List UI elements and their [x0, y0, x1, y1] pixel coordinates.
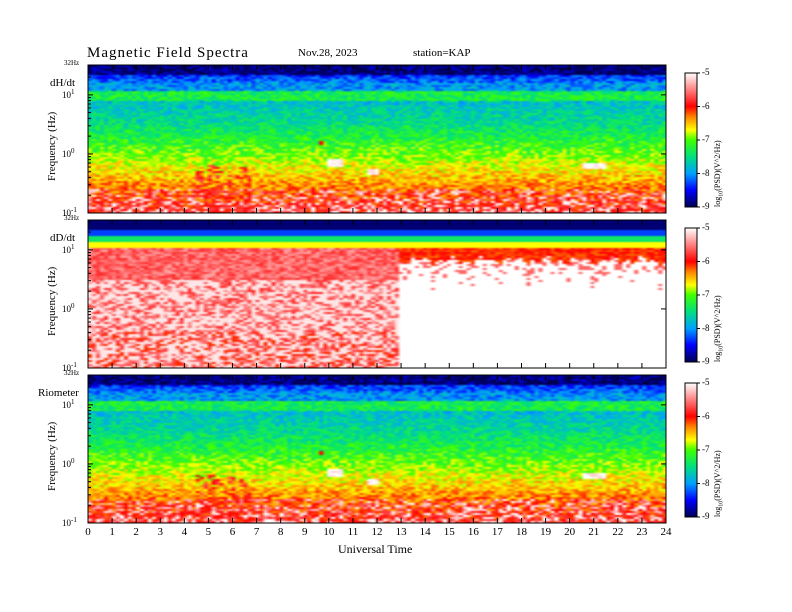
panel-name-label: dD/dt	[50, 232, 76, 244]
colorbar-title: log10(PSD)(V^2/Hz)	[713, 140, 725, 207]
x-tick-label: 23	[636, 526, 648, 538]
colorbar-tick-label: -5	[702, 377, 710, 387]
colorbar	[684, 227, 698, 363]
colorbar-tick-label: -8	[702, 477, 710, 488]
y-tick-label: 101	[62, 242, 75, 255]
plot-title: Magnetic Field Spectra	[87, 45, 249, 61]
x-tick-label: 14	[419, 526, 431, 538]
spectrogram-image-3	[88, 375, 666, 523]
top-frequency-label: 32Hz	[64, 59, 80, 67]
y-tick-label: 10-1	[62, 516, 77, 528]
x-tick-label: 3	[157, 526, 164, 538]
colorbar-title-sub: 10	[718, 190, 725, 197]
colorbar-title-rest: (PSD)(V^2/Hz)	[713, 295, 722, 346]
y-axis-label: Frequency (Hz)	[46, 266, 58, 336]
colorbar-title-rest: (PSD)(V^2/Hz)	[713, 140, 722, 191]
colorbar-tick-label: -5	[702, 67, 710, 77]
colorbar-tick-label: -7	[702, 444, 710, 454]
y-axis-label: Frequency (Hz)	[46, 421, 58, 491]
x-tick-label: 10	[323, 526, 335, 538]
x-tick-label: 4	[181, 526, 188, 538]
x-tick-label: 21	[588, 526, 600, 538]
colorbar-tick-label: -5	[702, 222, 710, 232]
x-tick-label: 22	[612, 526, 624, 538]
station-label: station=KAP	[413, 47, 471, 59]
spectrogram-image-2	[88, 220, 666, 368]
colorbar-tick-label: -9	[702, 356, 710, 366]
colorbar	[684, 72, 698, 208]
y-axis-label: Frequency (Hz)	[46, 111, 58, 181]
x-tick-label: 13	[395, 526, 407, 538]
y-tick-label: 100	[62, 146, 75, 159]
x-tick-label: 16	[467, 526, 479, 538]
panel-name-label: Riometer	[38, 387, 79, 399]
colorbar-title-main: log	[713, 351, 722, 362]
colorbar-tick-label: -9	[702, 201, 710, 211]
x-tick-label: 11	[347, 526, 359, 538]
colorbar-title-sub: 10	[718, 500, 725, 507]
x-tick-label: 6	[229, 526, 236, 538]
x-axis-label: Universal Time	[338, 542, 413, 556]
x-tick-label: 17	[491, 526, 503, 538]
colorbar-tick-label: -7	[702, 134, 710, 144]
y-tick-label: 101	[62, 397, 75, 410]
panel-name-label: dH/dt	[50, 77, 76, 89]
y-tick-label: 100	[62, 301, 75, 314]
colorbar-tick-label: -6	[702, 100, 710, 111]
top-frequency-label: 32Hz	[64, 369, 80, 377]
x-tick-label: 8	[277, 526, 284, 538]
colorbar-tick-label: -8	[702, 322, 710, 333]
colorbar-title-sub: 10	[718, 345, 725, 352]
y-tick-label: 100	[62, 456, 75, 469]
colorbar-tick-label: -7	[702, 289, 710, 299]
x-tick-label: 24	[660, 526, 672, 538]
x-tick-label: 19	[540, 526, 552, 538]
colorbar-tick-label: -6	[702, 255, 710, 266]
top-frequency-label: 32Hz	[64, 214, 80, 222]
y-tick-label: 10-1	[62, 361, 77, 373]
colorbar-tick-label: -6	[702, 410, 710, 421]
colorbar	[684, 382, 698, 518]
date-label: Nov.28, 2023	[298, 47, 358, 59]
colorbar-title-main: log	[713, 196, 722, 207]
colorbar-tick-label: -9	[702, 511, 710, 521]
x-tick-label: 18	[516, 526, 527, 538]
x-tick-label: 12	[371, 526, 383, 538]
x-tick-label: 20	[564, 526, 576, 538]
x-tick-label: 1	[109, 526, 115, 538]
colorbar-title-rest: (PSD)(V^2/Hz)	[713, 450, 722, 501]
colorbar-title: log10(PSD)(V^2/Hz)	[713, 450, 725, 517]
x-tick-label: 7	[253, 526, 260, 538]
spectrogram-image-1	[88, 65, 666, 213]
x-tick-label: 2	[133, 526, 139, 538]
colorbar-title-main: log	[713, 506, 722, 517]
x-tick-label: 15	[443, 526, 455, 538]
colorbar-title: log10(PSD)(V^2/Hz)	[713, 295, 725, 362]
x-tick-label: 5	[205, 526, 212, 538]
y-tick-label: 10-1	[62, 206, 77, 218]
x-tick-label: 9	[302, 526, 308, 538]
y-tick-label: 101	[62, 87, 75, 100]
x-tick-label: 0	[85, 526, 91, 538]
colorbar-tick-label: -8	[702, 167, 710, 178]
